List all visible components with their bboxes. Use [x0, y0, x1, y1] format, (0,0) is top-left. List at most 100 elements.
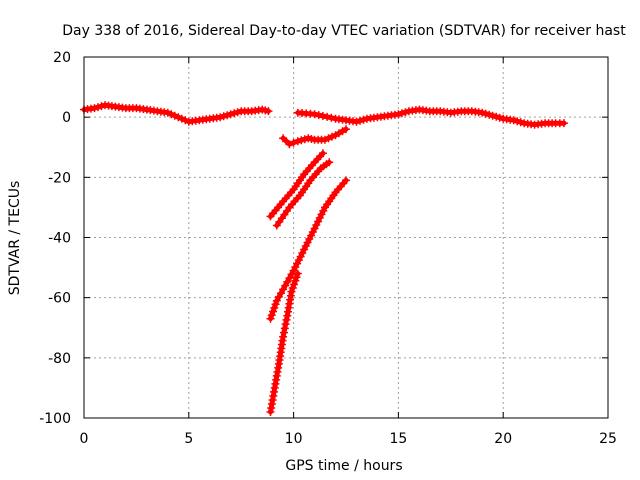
- y-tick-label: -20: [48, 170, 71, 186]
- data-point: [559, 119, 568, 128]
- data-point: [317, 210, 326, 219]
- y-tick-label: -100: [39, 411, 71, 427]
- data-point: [310, 110, 319, 119]
- data-point: [294, 256, 303, 265]
- data-point: [352, 117, 361, 126]
- data-point: [307, 231, 316, 240]
- data-point: [359, 115, 368, 124]
- data-point: [293, 269, 302, 278]
- data-point: [177, 114, 186, 123]
- y-tick-label: -80: [48, 351, 71, 367]
- data-point: [226, 110, 235, 119]
- data-point: [281, 320, 290, 329]
- data-point: [509, 116, 518, 125]
- x-axis-label: GPS time / hours: [285, 458, 402, 474]
- data-point: [297, 136, 306, 145]
- data-point: [280, 328, 288, 337]
- data-point: [328, 132, 336, 141]
- data-point: [167, 110, 176, 119]
- x-tick-label: 20: [494, 431, 512, 447]
- series-main-track-early: [80, 101, 273, 126]
- x-tick-label: 15: [389, 431, 407, 447]
- data-point: [271, 300, 280, 309]
- data-point: [513, 117, 522, 126]
- data-point: [308, 228, 317, 236]
- data-point: [287, 287, 296, 296]
- series-arc-2: [272, 158, 334, 230]
- data-point: [230, 109, 239, 118]
- data-point: [401, 108, 410, 117]
- data-point: [223, 111, 232, 120]
- data-point: [270, 303, 279, 312]
- data-point: [321, 135, 329, 144]
- series-arc-4: [266, 269, 302, 416]
- data-point: [279, 332, 288, 341]
- data-point: [267, 311, 276, 320]
- data-point: [291, 276, 300, 285]
- data-point: [163, 108, 172, 117]
- data-point: [478, 108, 487, 117]
- data-point: [342, 125, 350, 134]
- data-point: [298, 249, 307, 257]
- data-point: [280, 324, 289, 333]
- series-arc-1: [266, 149, 327, 221]
- data-point: [233, 108, 242, 117]
- data-point: [324, 134, 333, 143]
- data-point: [300, 245, 309, 254]
- data-point: [266, 314, 275, 323]
- data-point: [289, 266, 298, 275]
- data-point: [216, 113, 225, 122]
- data-point: [293, 137, 302, 146]
- axis-ticks: 0 5 10 15 20 25 -100 -80 -60 -40 -20 0 20: [39, 50, 617, 447]
- data-point: [301, 242, 310, 250]
- x-tick-label: 5: [184, 431, 193, 447]
- data-point: [481, 109, 490, 118]
- data-point: [94, 103, 102, 112]
- x-tick-label: 25: [599, 431, 617, 447]
- data-point: [181, 116, 190, 125]
- series-main-track-late: [293, 105, 568, 129]
- data-point: [264, 107, 273, 116]
- data-point: [303, 238, 312, 247]
- data-point: [342, 176, 350, 185]
- data-point: [90, 104, 99, 113]
- y-tick-label: 0: [62, 110, 71, 126]
- series-arc-3: [266, 176, 350, 323]
- data-point: [174, 113, 183, 122]
- data-point: [312, 221, 321, 229]
- chart-title: Day 338 of 2016, Sidereal Day-to-day VTE…: [62, 23, 626, 39]
- data-series: [80, 101, 568, 416]
- data-point: [318, 112, 327, 120]
- series-offset-track: [279, 125, 350, 149]
- data-point: [495, 113, 504, 122]
- y-axis-label: SDTVAR / TECUs: [7, 181, 23, 296]
- y-tick-label: -60: [48, 291, 71, 307]
- data-point: [485, 110, 494, 119]
- data-point: [282, 315, 291, 324]
- data-point: [318, 149, 327, 158]
- data-point: [296, 252, 305, 261]
- data-point: [305, 235, 314, 243]
- data-point: [170, 111, 179, 120]
- data-point: [285, 140, 294, 149]
- y-tick-label: -40: [48, 231, 71, 247]
- data-point: [291, 263, 300, 272]
- data-point: [289, 138, 298, 147]
- data-point: [394, 110, 403, 119]
- x-tick-label: 0: [80, 431, 89, 447]
- data-point: [314, 217, 323, 226]
- data-point: [488, 111, 497, 120]
- data-point: [269, 307, 278, 316]
- data-point: [356, 116, 364, 125]
- data-point: [292, 273, 301, 282]
- data-point: [97, 102, 106, 111]
- data-point: [315, 213, 324, 222]
- y-tick-label: 20: [53, 50, 71, 66]
- x-tick-label: 10: [285, 431, 303, 447]
- data-point: [314, 111, 323, 120]
- data-point: [325, 158, 334, 167]
- data-point: [310, 224, 319, 233]
- data-point: [288, 284, 297, 292]
- data-point: [492, 112, 501, 121]
